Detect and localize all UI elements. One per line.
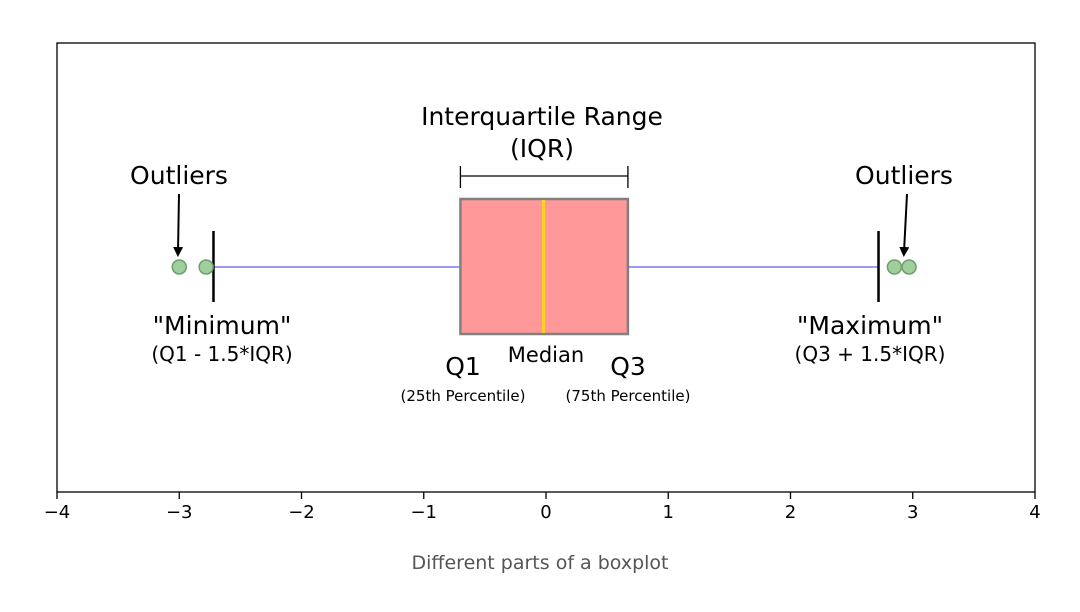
minimum-formula: (Q1 - 1.5*IQR) <box>151 342 292 366</box>
maximum-label: "Maximum" <box>797 311 943 340</box>
x-tick-label: −2 <box>288 502 315 523</box>
q3-subtitle: (75th Percentile) <box>566 387 691 405</box>
outlier-point <box>901 259 917 275</box>
x-tick-label: 4 <box>1029 502 1040 523</box>
x-tick-label: −4 <box>44 502 71 523</box>
outlier-points <box>171 259 917 275</box>
q1-label: Q1 <box>445 352 481 381</box>
minimum-label: "Minimum" <box>153 311 292 340</box>
outlier-point <box>198 259 214 275</box>
boxplot-chart: −4 −3 −2 −1 0 1 2 3 4 Interquartile Range (IQR) … <box>44 42 1041 523</box>
outliers-label-right: Outliers <box>855 161 953 190</box>
outliers-arrow-right <box>899 193 910 257</box>
x-tick-label: −3 <box>166 502 193 523</box>
x-tick-label: 2 <box>785 502 796 523</box>
x-tick-label: 0 <box>540 502 551 523</box>
median-label: Median <box>508 343 584 367</box>
iqr-title: Interquartile Range <box>421 102 663 131</box>
outliers-arrow-left <box>173 193 184 257</box>
outlier-point <box>171 259 187 275</box>
maximum-formula: (Q3 + 1.5*IQR) <box>795 342 946 366</box>
iqr-abbreviation: (IQR) <box>510 134 574 163</box>
iqr-bracket <box>459 166 629 188</box>
x-axis: −4 −3 −2 −1 0 1 2 3 4 <box>44 492 1041 523</box>
x-tick-label: 3 <box>907 502 918 523</box>
q1-subtitle: (25th Percentile) <box>401 387 526 405</box>
outlier-point <box>886 259 903 275</box>
outliers-label-left: Outliers <box>130 161 228 190</box>
x-tick-label: −1 <box>410 502 437 523</box>
q3-label: Q3 <box>610 352 646 381</box>
figure-caption: Different parts of a boxplot <box>411 552 669 574</box>
x-tick-label: 1 <box>663 502 674 523</box>
